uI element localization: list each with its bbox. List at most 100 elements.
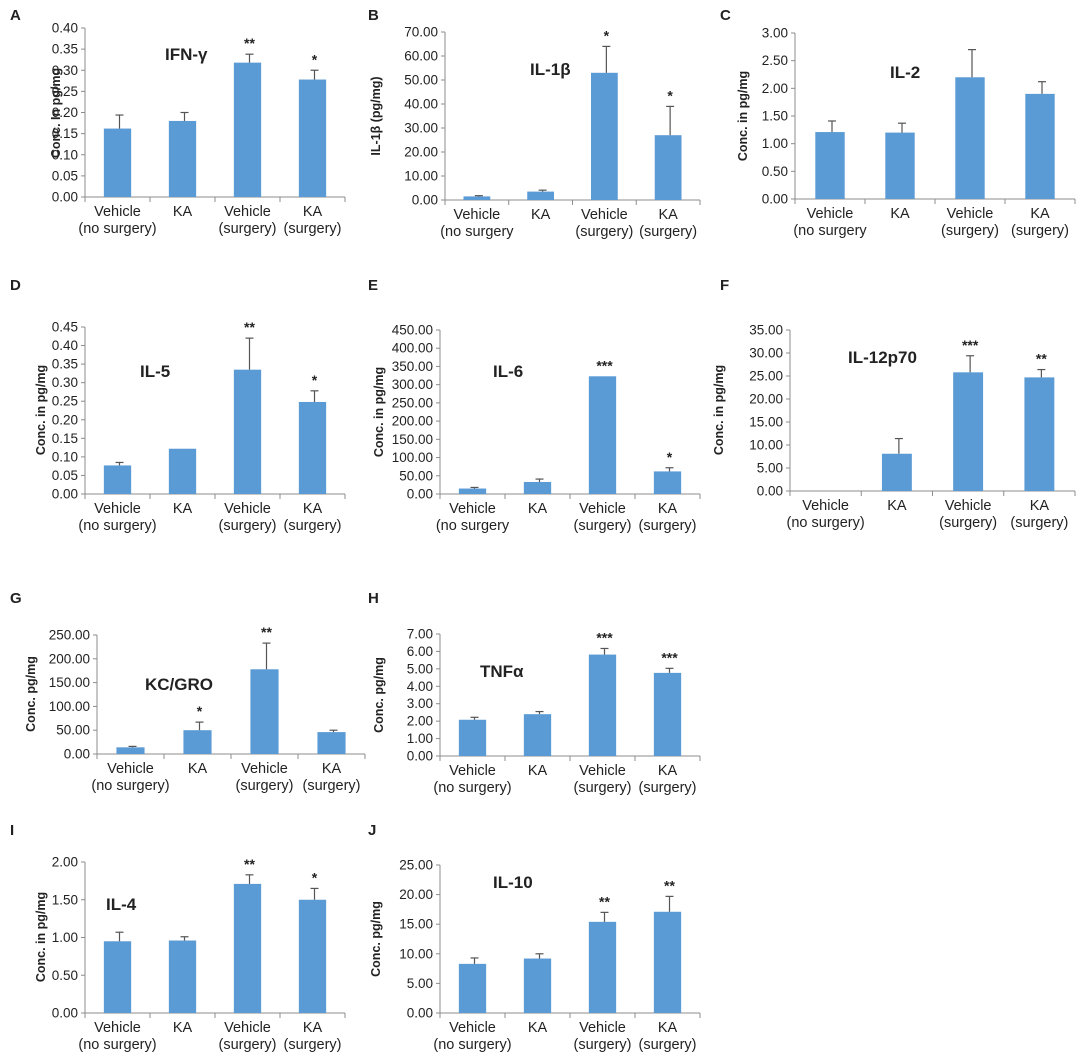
y-tick-label: 5.00: [407, 661, 433, 676]
x-tick-label: Vehicle: [224, 204, 271, 220]
y-tick-label: 0.45: [52, 320, 78, 335]
bar: [168, 120, 197, 197]
x-tick-label: Vehicle: [579, 501, 626, 517]
panel-letter: F: [720, 277, 729, 294]
bar: [298, 899, 327, 1013]
y-tick-label: 0.30: [52, 375, 78, 390]
x-tick-label: Vehicle: [453, 207, 500, 223]
panel-b: B IL-1β IL-1β (pg/mg) 0.00 10.00 20.00 30.00 40…: [368, 7, 701, 240]
chart-title: IL-1β: [530, 60, 571, 79]
y-tick-label: 10.00: [749, 438, 783, 453]
chart-title: KC/GRO: [145, 675, 213, 694]
y-tick-label: 20.00: [399, 887, 433, 902]
y-tick-label: 3.00: [762, 26, 788, 41]
y-tick-label: 200.00: [392, 414, 433, 429]
y-tick-label: 0.00: [762, 192, 788, 207]
significance-marker: *: [667, 449, 673, 465]
bar: [588, 654, 617, 756]
y-tick-label: 50.00: [399, 468, 433, 483]
significance-marker: *: [312, 51, 318, 67]
x-tick-label-sub: (surgery): [573, 780, 631, 796]
x-tick-label-sub: (no surgery): [78, 518, 156, 534]
bar: [654, 135, 682, 200]
bar: [458, 719, 487, 756]
x-tick-label: KA: [188, 761, 208, 777]
x-tick-label: KA: [528, 501, 548, 517]
bar: [885, 132, 915, 199]
x-tick-label: Vehicle: [579, 1020, 626, 1036]
x-tick-label: KA: [1030, 206, 1050, 222]
x-tick-label: Vehicle: [947, 206, 994, 222]
y-tick-label: 15.00: [399, 917, 433, 932]
panel-e: E IL-6 Conc. in pg/mg 0.00 50.00 100.00 150.00…: [368, 277, 701, 534]
y-tick-label: 25.00: [399, 858, 433, 873]
bar: [458, 488, 487, 494]
x-tick-label: KA: [173, 501, 193, 517]
x-tick-label: Vehicle: [449, 1020, 496, 1036]
x-tick-label: KA: [303, 204, 323, 220]
chart-title: TNFα: [480, 662, 524, 681]
x-tick-label: Vehicle: [449, 501, 496, 517]
significance-marker: *: [312, 869, 318, 885]
x-tick-label: KA: [303, 501, 323, 517]
y-tick-label: 2.00: [407, 714, 433, 729]
y-axis-label: Conc. in pg/mg: [736, 71, 750, 161]
x-tick-label: KA: [528, 763, 548, 779]
bar: [588, 921, 617, 1013]
bar: [590, 72, 618, 200]
x-tick-label: KA: [887, 498, 907, 514]
x-tick-label: Vehicle: [241, 761, 288, 777]
y-tick-label: 60.00: [404, 49, 438, 64]
panel-letter: H: [368, 590, 379, 607]
significance-marker: *: [667, 87, 673, 103]
y-tick-label: 0.25: [52, 394, 78, 409]
x-tick-label-sub: (no surgery): [433, 1037, 511, 1053]
y-tick-label: 0.15: [52, 431, 78, 446]
panel-a: A IFN-γ Conc. In pg/mg 0.00 0.05 0.10 0.15 0.20…: [10, 7, 346, 237]
x-tick-label: Vehicle: [581, 207, 628, 223]
y-tick-label: 25.00: [749, 369, 783, 384]
y-tick-label: 0.10: [52, 449, 78, 464]
x-tick-label-sub: (no surgery: [793, 223, 867, 239]
panel-f: F IL-12p70 Conc. in pg/mg 0.00 5.00 10.00 15.0…: [712, 277, 1076, 531]
panel-letter: J: [368, 822, 376, 839]
y-tick-label: 30.00: [749, 346, 783, 361]
y-tick-label: 300.00: [392, 377, 433, 392]
x-tick-label: KA: [173, 204, 193, 220]
x-tick-label-sub: (surgery): [218, 518, 276, 534]
x-tick-label-sub: (no surgery: [440, 224, 514, 240]
y-tick-label: 40.00: [404, 97, 438, 112]
y-tick-label: 0.00: [64, 747, 90, 762]
y-tick-label: 0.35: [52, 42, 78, 57]
y-tick-label: 0.00: [757, 484, 783, 499]
y-tick-label: 0.40: [52, 338, 78, 353]
y-tick-label: 35.00: [749, 323, 783, 338]
y-tick-label: 1.00: [762, 136, 788, 151]
x-tick-label-sub: (surgery): [235, 778, 293, 794]
y-axis-label: Conc. In pg/mg: [49, 68, 63, 158]
y-tick-label: 5.00: [407, 976, 433, 991]
panel-letter: E: [368, 277, 378, 294]
y-tick-label: 0.05: [52, 468, 78, 483]
bar: [116, 747, 145, 754]
bar: [523, 958, 552, 1013]
significance-marker: *: [604, 27, 610, 43]
panel-d: D IL-5 Conc. in pg/mg 0.00 0.05 0.10 0.15 0.20 0…: [10, 277, 346, 534]
bar: [298, 401, 327, 494]
y-tick-label: 2.00: [762, 81, 788, 96]
bar: [953, 372, 984, 491]
bar: [233, 883, 262, 1013]
chart-title: IL-4: [106, 895, 137, 914]
x-tick-label-sub: (surgery): [573, 1037, 631, 1053]
panel-letter: B: [368, 7, 379, 24]
x-tick-label: Vehicle: [449, 763, 496, 779]
x-tick-label-sub: (surgery): [939, 515, 997, 531]
significance-marker: **: [1036, 351, 1047, 367]
x-tick-label: Vehicle: [224, 501, 271, 517]
x-tick-label-sub: (surgery): [638, 518, 696, 534]
y-tick-label: 0.00: [52, 487, 78, 502]
x-tick-label-sub: (surgery): [941, 223, 999, 239]
panel-i: I IL-4 Conc. in pg/mg 0.00 0.50 1.00 1.50 2.00 V…: [10, 822, 346, 1053]
y-tick-label: 0.00: [412, 193, 438, 208]
